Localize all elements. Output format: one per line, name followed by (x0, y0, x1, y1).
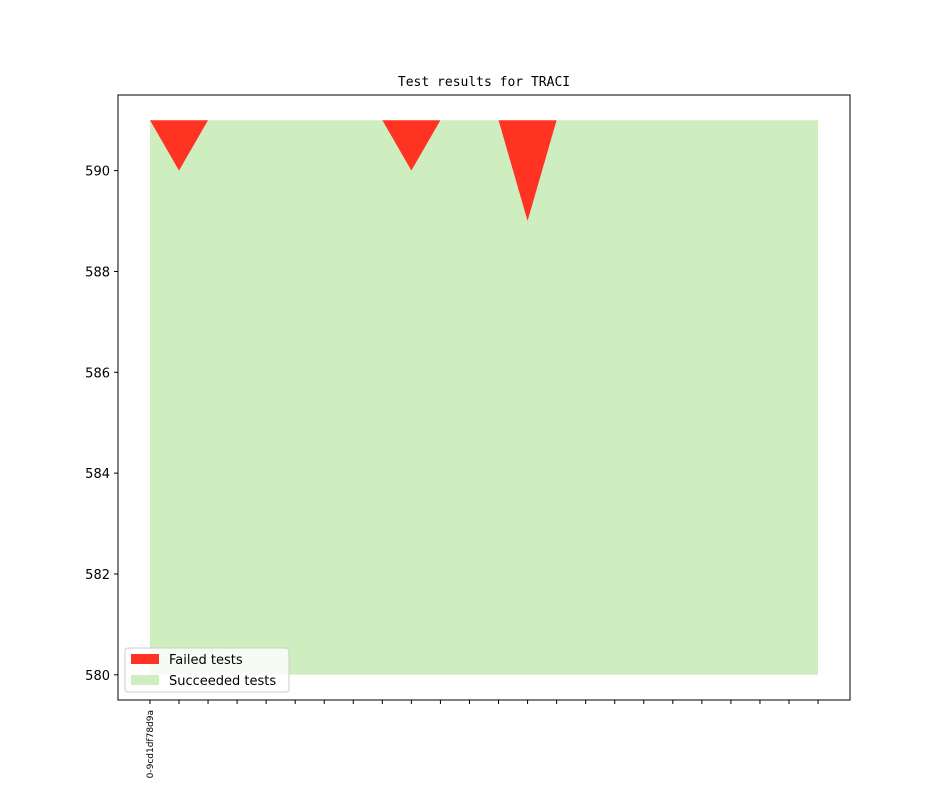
legend-label-failed: Failed tests (169, 653, 243, 668)
y-tick-label: 588 (85, 265, 110, 280)
y-tick-label: 584 (85, 467, 110, 482)
y-axis: 580 582 584 586 588 590 (85, 165, 118, 684)
y-tick-label: 586 (85, 366, 110, 381)
legend-box (124, 647, 290, 693)
plot-area (149, 120, 819, 675)
axes-frame (117, 94, 851, 701)
x-tick-label: 0-9cd1df78d9a (146, 710, 156, 778)
legend-swatch-failed (131, 654, 159, 664)
legend-swatch-succeeded (131, 675, 159, 685)
y-tick-label: 582 (85, 568, 110, 583)
area-succeeded-tests (149, 120, 819, 675)
chart-title: Test results for TRACI (398, 75, 570, 90)
legend-label-succeeded: Succeeded tests (169, 674, 276, 689)
legend: Failed tests Succeeded tests (124, 647, 290, 693)
x-axis: 0-9cd1df78d9a (146, 700, 819, 778)
y-tick-label: 580 (85, 669, 110, 684)
y-tick-label: 590 (85, 165, 110, 180)
